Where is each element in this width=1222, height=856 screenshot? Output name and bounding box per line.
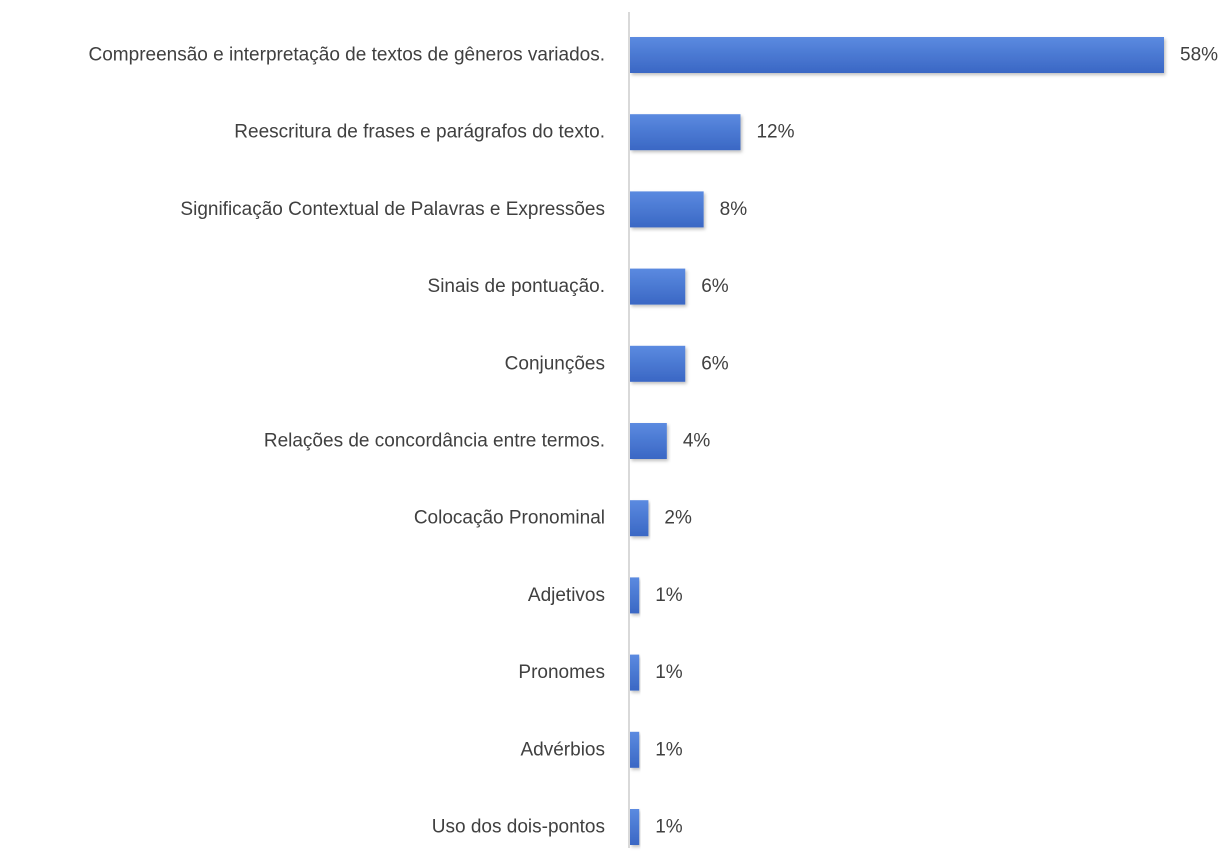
- bar-10: [630, 731, 640, 768]
- category-label-3: Significação Contextual de Palavras e Ex…: [180, 199, 605, 220]
- category-label-8: Adjetivos: [528, 585, 605, 606]
- category-label-5: Conjunções: [505, 353, 605, 374]
- category-label-10: Advérbios: [521, 739, 606, 760]
- category-label-6: Relações de concordância entre termos.: [264, 431, 605, 452]
- category-label-1: Compreensão e interpretação de textos de…: [89, 45, 605, 66]
- data-label-7: 2%: [664, 508, 692, 529]
- bar-5: [630, 345, 686, 382]
- category-label-9: Pronomes: [518, 662, 605, 683]
- data-label-2: 12%: [756, 122, 794, 143]
- bar-6: [630, 423, 667, 459]
- bar-4: [630, 268, 686, 305]
- bar-1: [630, 37, 1164, 73]
- bar-7: [630, 500, 649, 537]
- bar-8: [630, 577, 640, 614]
- data-label-10: 1%: [655, 739, 683, 760]
- category-label-4: Sinais de pontuação.: [428, 276, 605, 297]
- bar-3: [630, 191, 704, 228]
- category-label-11: Uso dos dois-pontos: [432, 817, 605, 838]
- data-label-5: 6%: [701, 353, 729, 374]
- bar-11: [630, 809, 640, 845]
- data-label-3: 8%: [720, 199, 748, 220]
- bar-9: [630, 654, 640, 691]
- data-label-11: 1%: [655, 817, 683, 838]
- data-label-6: 4%: [683, 431, 711, 452]
- bar-2: [630, 114, 741, 151]
- data-label-1: 58%: [1180, 45, 1218, 66]
- data-label-9: 1%: [655, 662, 683, 683]
- data-label-4: 6%: [701, 276, 729, 297]
- category-label-2: Reescritura de frases e parágrafos do te…: [234, 122, 605, 143]
- category-label-7: Colocação Pronominal: [414, 508, 605, 529]
- data-label-8: 1%: [655, 585, 683, 606]
